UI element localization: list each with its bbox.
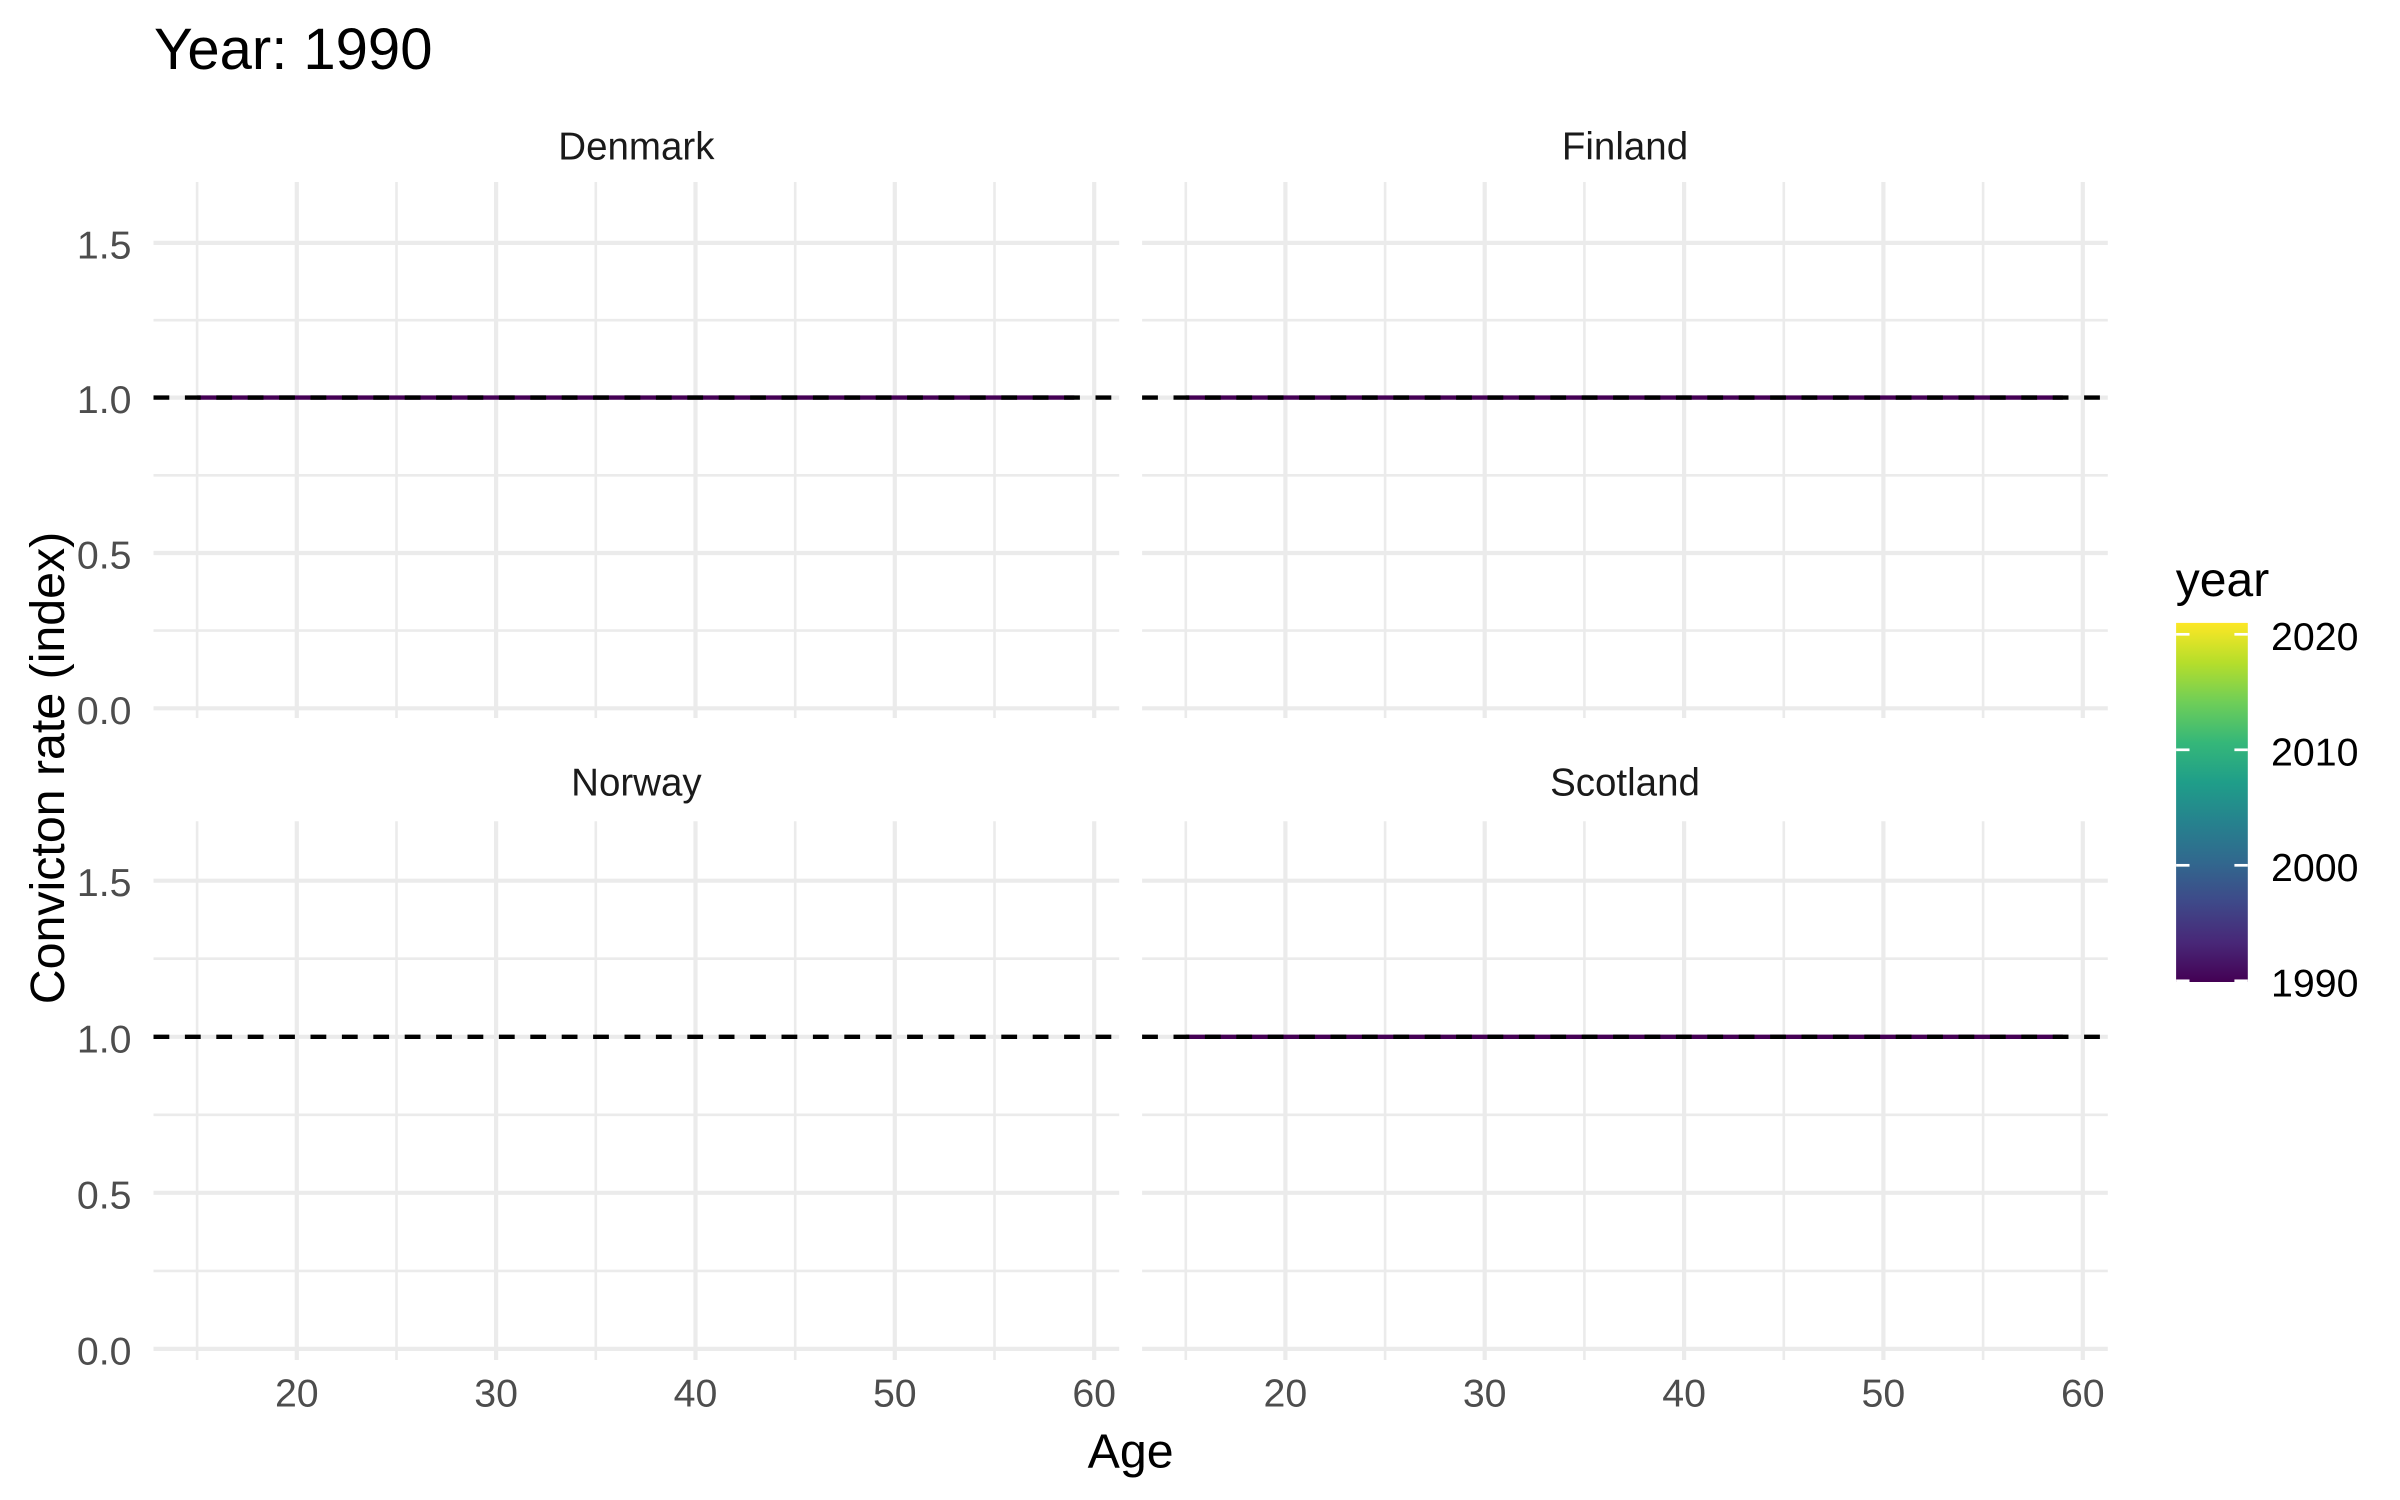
svg-text:Norway: Norway xyxy=(571,762,702,805)
svg-text:Convicton rate (index): Convicton rate (index) xyxy=(21,532,75,1004)
svg-text:30: 30 xyxy=(1463,1371,1507,1415)
svg-text:Scotland: Scotland xyxy=(1550,762,1700,805)
svg-text:40: 40 xyxy=(674,1371,718,1415)
svg-text:0.5: 0.5 xyxy=(77,534,132,578)
svg-text:1990: 1990 xyxy=(2271,961,2358,1005)
svg-text:1.0: 1.0 xyxy=(77,378,132,422)
svg-text:0.0: 0.0 xyxy=(77,689,132,733)
svg-text:Finland: Finland xyxy=(1562,125,1688,168)
svg-text:2000: 2000 xyxy=(2271,846,2358,890)
svg-text:20: 20 xyxy=(275,1371,319,1415)
svg-text:0.0: 0.0 xyxy=(77,1329,132,1373)
svg-text:30: 30 xyxy=(474,1371,518,1415)
svg-text:60: 60 xyxy=(2061,1371,2105,1415)
svg-text:1.0: 1.0 xyxy=(77,1017,132,1061)
svg-text:40: 40 xyxy=(1662,1371,1706,1415)
svg-text:60: 60 xyxy=(1072,1371,1116,1415)
svg-text:Age: Age xyxy=(1088,1425,1174,1479)
svg-text:2010: 2010 xyxy=(2271,730,2358,774)
svg-text:50: 50 xyxy=(873,1371,917,1415)
svg-text:1.5: 1.5 xyxy=(77,861,132,905)
svg-text:50: 50 xyxy=(1862,1371,1906,1415)
svg-text:2020: 2020 xyxy=(2271,615,2358,659)
svg-text:20: 20 xyxy=(1264,1371,1308,1415)
svg-text:Year: 1990: Year: 1990 xyxy=(154,17,432,82)
svg-text:0.5: 0.5 xyxy=(77,1173,132,1217)
svg-text:Denmark: Denmark xyxy=(558,125,715,168)
svg-text:1.5: 1.5 xyxy=(77,223,132,267)
svg-text:year: year xyxy=(2176,554,2269,607)
